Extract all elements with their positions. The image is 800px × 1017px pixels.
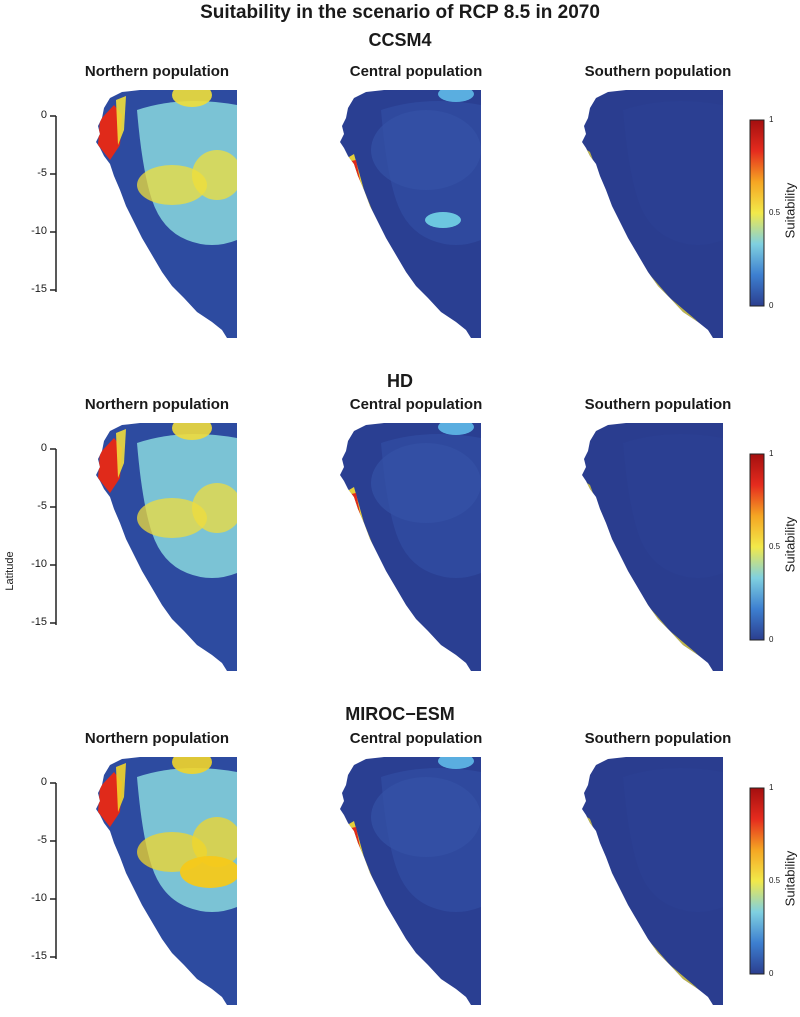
colorbar-tick-label: 1 <box>769 115 774 124</box>
colorbar-label: Suitability <box>782 850 798 907</box>
map-central-row-2 <box>340 423 481 671</box>
map-central-row-3 <box>340 757 481 1005</box>
colorbar-row-1 <box>749 119 765 307</box>
colorbar-tick-label: 0 <box>769 301 774 310</box>
y-tick-label: -5 <box>37 500 47 512</box>
colorbar-gradient <box>749 787 765 975</box>
map-basin <box>623 101 723 245</box>
model-title-hd: HD <box>387 371 413 391</box>
latitude-axis-row-3 <box>50 782 57 959</box>
colorbar-tick-label: 0 <box>769 635 774 644</box>
map-central-row-1 <box>340 90 481 338</box>
panel-title-north-3: Northern population <box>84 730 230 747</box>
colorbar-row-2 <box>749 453 765 641</box>
y-tick-label: -5 <box>37 167 47 179</box>
panel-title-central-2: Central population <box>349 396 483 413</box>
y-tick-label: -10 <box>31 558 47 570</box>
y-tick-label: -10 <box>31 225 47 237</box>
y-tick-label: -15 <box>31 616 47 628</box>
map-northern-row-1 <box>96 90 237 338</box>
colorbar-tick-label: 0 <box>769 969 774 978</box>
map-northern-row-2 <box>96 423 237 671</box>
panel-title-south-3: Southern population <box>584 730 732 747</box>
y-tick-label: 0 <box>40 442 47 454</box>
panel-title-north-2: Northern population <box>84 396 230 413</box>
colorbar-label: Suitability <box>782 516 798 573</box>
colorbar-row-3 <box>749 787 765 975</box>
y-tick-label: -10 <box>31 892 47 904</box>
y-tick-label: -15 <box>31 283 47 295</box>
map-northern-row-3 <box>96 757 237 1005</box>
y-tick-label: -15 <box>31 950 47 962</box>
model-title-miroc: MIROC−ESM <box>345 704 455 724</box>
y-axis-label: Latitude <box>4 551 16 591</box>
map-southern-row-2 <box>582 423 723 671</box>
panel-title-central-3: Central population <box>349 730 483 747</box>
colorbar-tick-label: 0.5 <box>769 876 781 885</box>
latitude-axis-row-1 <box>50 115 57 292</box>
map-southern-row-1 <box>582 90 723 338</box>
figure-title: Suitability in the scenario of RCP 8.5 i… <box>200 2 600 23</box>
latitude-axis-row-2 <box>50 448 57 625</box>
colorbar-tick-label: 0.5 <box>769 208 781 217</box>
colorbar-tick-label: 1 <box>769 783 774 792</box>
colorbar-gradient <box>749 119 765 307</box>
panel-title-central-1: Central population <box>349 63 483 80</box>
panel-title-north-1: Northern population <box>84 63 230 80</box>
y-tick-label: -5 <box>37 834 47 846</box>
colorbar-tick-label: 0.5 <box>769 542 781 551</box>
colorbar-label: Suitability <box>782 182 798 239</box>
y-tick-label: 0 <box>40 776 47 788</box>
y-tick-label: 0 <box>40 109 47 121</box>
map-southern-row-3 <box>582 757 723 1005</box>
panel-title-south-1: Southern population <box>584 63 732 80</box>
colorbar-tick-label: 1 <box>769 449 774 458</box>
panel-title-south-2: Southern population <box>584 396 732 413</box>
map-basin <box>623 768 723 912</box>
model-title-ccsm4: CCSM4 <box>368 30 432 50</box>
colorbar-gradient <box>749 453 765 641</box>
map-basin <box>623 434 723 578</box>
